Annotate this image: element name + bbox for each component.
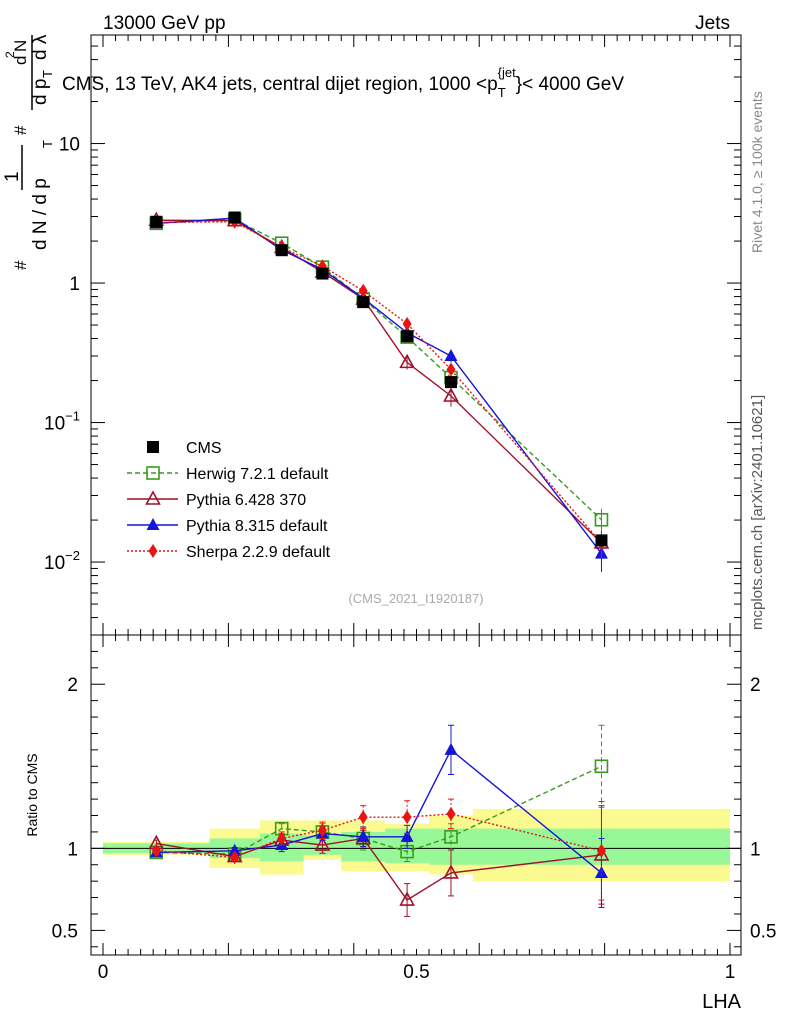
y-tick-label: 10−1 (44, 409, 80, 435)
pythia-8-315-default-ratio-point (444, 742, 458, 755)
ratio-tick-label: 1 (750, 839, 761, 860)
rivet-version: Rivet 4.1.0, ≥ 100k events (749, 91, 765, 253)
title-sup: {jet (498, 65, 516, 80)
y-tick-label: 1 (69, 274, 80, 295)
legend-marker-pythia-8-315-default (146, 518, 160, 530)
legend-marker-cms (147, 441, 159, 453)
pythia-8-315-default-ratio-point (356, 829, 370, 842)
cms-point (444, 376, 457, 389)
sherpa-2-2-9-default-line (156, 221, 602, 544)
cms-point (150, 215, 163, 228)
legend-label-sherpa-2-2-9-default: Sherpa 2.2.9 default (186, 544, 331, 561)
ratio-uncertainty-bands (91, 808, 741, 882)
legend-marker-sherpa-2-2-9-default (148, 544, 158, 558)
pythia-6-428-370-line (156, 219, 602, 544)
title-main: CMS, 13 TeV, AK4 jets, central dijet reg… (62, 74, 498, 95)
cms-point (228, 211, 241, 224)
y-axis-label-part: d p (30, 79, 51, 105)
sherpa-2-2-9-default-point (446, 362, 456, 377)
sherpa-2-2-9-default-point (402, 316, 412, 331)
cms-point (401, 330, 414, 343)
legend-marker-herwig-7-2-1-default (146, 466, 160, 480)
pythia-6-428-370-point (399, 353, 415, 369)
sherpa-2-2-9-default-point (358, 283, 368, 298)
title-tail: }< 4000 GeV (516, 74, 625, 95)
chart-title: CMS, 13 TeV, AK4 jets, central dijet reg… (62, 65, 624, 100)
pythia-6-428-370-ratio-line (156, 837, 602, 901)
x-tick-label: 1 (725, 962, 736, 983)
herwig-7-2-1-default-ratio-point (444, 830, 458, 844)
pythia-8-315-default-ratio-point (594, 865, 608, 878)
title-sub: T (498, 85, 506, 100)
legend-label-cms: CMS (186, 440, 222, 457)
axes: 0 0.5 1 10 1 10−1 10−2 2 2 1 1 0.5 0.5 (44, 34, 776, 983)
legend: CMS Herwig 7.2.1 default Pythia 6.428 370 P… (127, 440, 331, 561)
y-tick-label: 10 (59, 135, 80, 156)
cms-point (595, 534, 608, 547)
ratio-tick-label: 2 (67, 675, 78, 696)
y-axis-label-part: 2 (3, 51, 17, 58)
sherpa-2-2-9-default-ratio-point (402, 810, 412, 825)
cms-point (316, 267, 329, 280)
mcplots-credit: mcplots.cern.ch [arXiv:2401.10621] (749, 395, 766, 630)
x-tick-label: 0 (98, 962, 109, 983)
y-axis-label-part: d λ (30, 34, 51, 60)
pythia-6-428-370-ratio-point (314, 836, 331, 851)
header-left: 13000 GeV pp (103, 13, 226, 34)
ratio-tick-label: 2 (750, 675, 761, 696)
ratio-plot-series (148, 724, 610, 917)
ratio-tick-label: 0.5 (52, 921, 78, 942)
y-axis-label-part: N (11, 40, 30, 52)
herwig-7-2-1-default-point (594, 512, 609, 527)
sherpa-2-2-9-default-ratio-point (277, 831, 287, 846)
ratio-tick-label: 1 (67, 839, 78, 860)
pythia-8-315-default-ratio-point (400, 829, 414, 842)
legend-label-herwig-7-2-1-default: Herwig 7.2.1 default (186, 466, 329, 483)
x-tick-label: 0.5 (403, 962, 429, 983)
pythia-8-315-default-ratio-line (156, 748, 602, 874)
y-axis-label-part: 1 (2, 171, 23, 182)
analysis-watermark: (CMS_2021_I1920187) (348, 591, 483, 606)
y-axis-label-part: d (11, 56, 30, 65)
main-plot-series (148, 211, 610, 572)
sherpa-2-2-9-default-ratio-point (230, 850, 240, 865)
header-right: Jets (695, 13, 730, 34)
cms-point (275, 244, 288, 257)
cms-point (357, 296, 370, 309)
y-axis-label-part: T (40, 140, 55, 148)
y-axis-label-part: d N / d p (30, 178, 51, 250)
legend-marker-pythia-6-428-370 (145, 490, 161, 505)
sherpa-2-2-9-default-ratio-point (317, 823, 327, 838)
sherpa-2-2-9-default-ratio-point (358, 810, 368, 825)
pythia-8-315-default-point (444, 348, 458, 361)
sherpa-2-2-9-default-ratio-point (596, 843, 606, 858)
pythia-8-315-default-ratio-point (228, 843, 242, 856)
y-tick-label: 10−2 (44, 548, 80, 574)
y-axis-label-part: T (40, 70, 55, 78)
ratio-plot-frame (90, 634, 742, 956)
pythia-8-315-default-line (156, 217, 603, 555)
pythia-6-428-370-ratio-point (443, 864, 459, 879)
sherpa-2-2-9-default-ratio-line (156, 813, 602, 859)
y-axis-label-part: # (11, 260, 30, 270)
ratio-tick-label: 0.5 (750, 921, 776, 942)
x-axis-label: LHA (702, 991, 742, 1013)
ratio-axis-label: Ratio to CMS (24, 753, 40, 836)
pythia-6-428-370-point (443, 387, 459, 402)
legend-label-pythia-8-315-default: Pythia 8.315 default (186, 518, 328, 535)
pythia-6-428-370-ratio-point (399, 891, 415, 906)
y-axis-label-part: # (11, 125, 30, 135)
herwig-7-2-1-default-ratio-point (594, 759, 609, 774)
sherpa-2-2-9-default-ratio-point (446, 806, 456, 821)
legend-label-pythia-6-428-370: Pythia 6.428 370 (186, 492, 306, 509)
sherpa-2-2-9-default-ratio-point (151, 843, 161, 858)
